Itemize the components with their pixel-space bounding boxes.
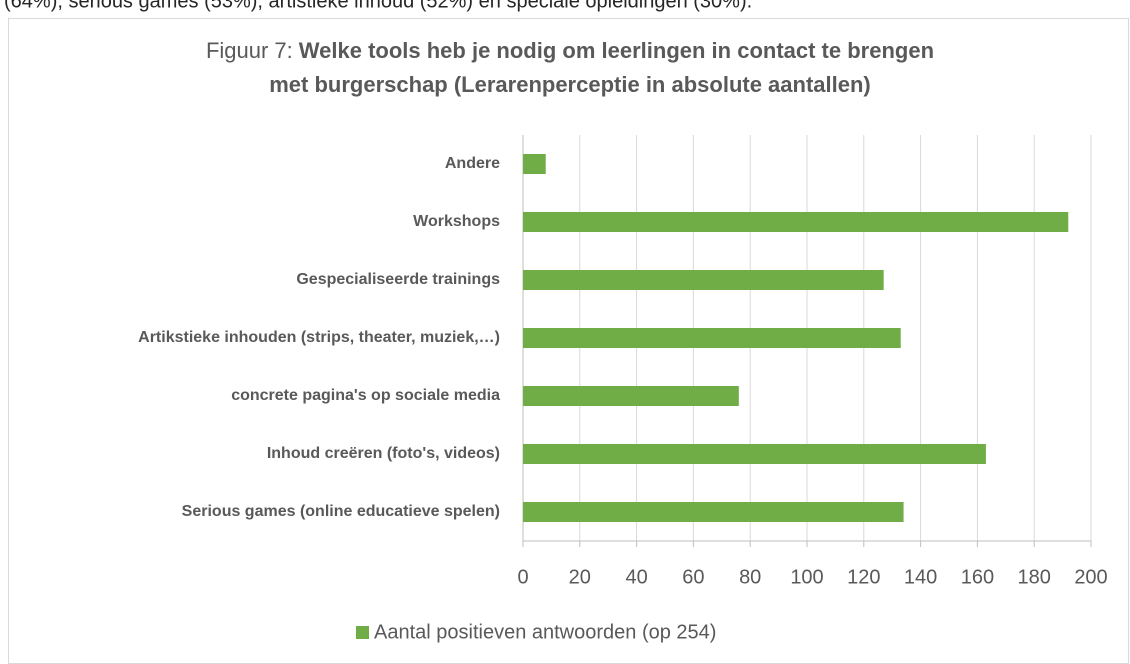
chart-title: Figuur 7: Welke tools heb je nodig om lee… <box>206 38 934 63</box>
x-tick-label: 20 <box>569 566 591 588</box>
legend-swatch <box>356 626 369 639</box>
y-tick-label: Artikstieke inhouden (strips, theater, m… <box>138 329 500 346</box>
x-tick-label: 100 <box>790 566 823 588</box>
bar <box>523 328 901 348</box>
y-tick-label: concrete pagina's op sociale media <box>231 387 500 404</box>
title-line: met burgerschap (Lerarenperceptie in abs… <box>269 72 871 97</box>
x-tick-label: 140 <box>904 566 937 588</box>
bar <box>523 386 739 406</box>
bar <box>523 154 546 174</box>
document-text: (64%), serious games (53%), artistieke i… <box>4 0 752 12</box>
title-prefix: Figuur 7: <box>206 38 293 63</box>
y-tick-label: Gespecialiseerde trainings <box>296 271 500 288</box>
bar <box>523 212 1069 232</box>
legend-label: Aantal positieven antwoorden (op 254) <box>374 621 716 643</box>
y-tick-label: Inhoud creëren (foto's, videos) <box>267 445 500 462</box>
y-tick-label: Andere <box>445 155 500 172</box>
x-tick-label: 60 <box>682 566 704 588</box>
x-tick-label: 120 <box>847 566 880 588</box>
x-tick-label: 40 <box>625 566 647 588</box>
x-tick-label: 180 <box>1018 566 1051 588</box>
x-tick-label: 200 <box>1074 566 1107 588</box>
bar <box>523 502 904 522</box>
bar <box>523 444 986 464</box>
bar <box>523 270 884 290</box>
x-tick-label: 160 <box>961 566 994 588</box>
y-tick-label: Workshops <box>413 213 500 230</box>
x-tick-label: 0 <box>517 566 528 588</box>
y-tick-label: Serious games (online educatieve spelen) <box>182 503 500 520</box>
title-line: Welke tools heb je nodig om leerlingen i… <box>299 38 934 63</box>
x-tick-label: 80 <box>739 566 761 588</box>
